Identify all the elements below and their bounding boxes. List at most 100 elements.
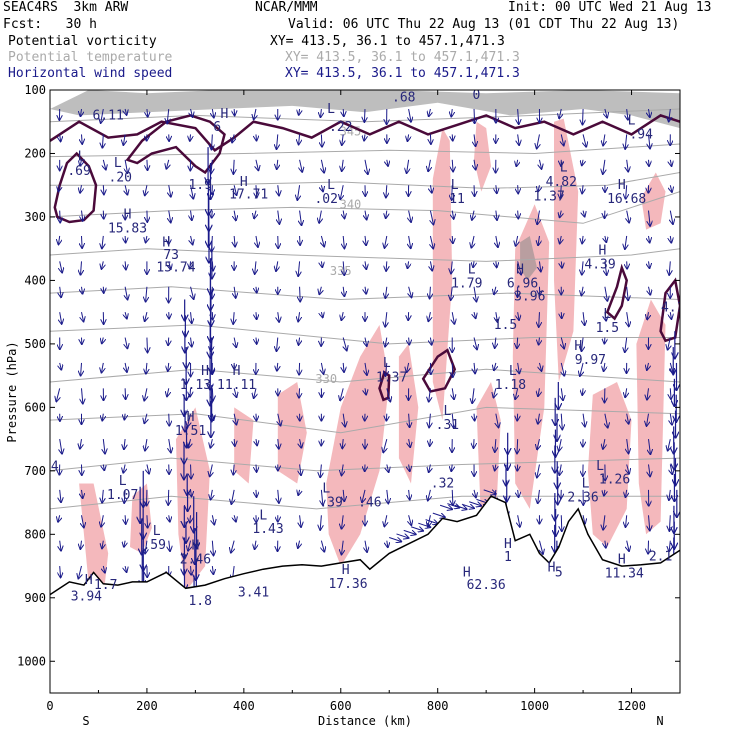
wind-vector bbox=[321, 489, 322, 505]
wind-vector bbox=[603, 515, 605, 529]
wind-vector bbox=[625, 337, 627, 353]
wind-vector bbox=[474, 159, 476, 170]
wind-vector bbox=[669, 540, 670, 551]
wind-vector bbox=[103, 565, 105, 573]
wind-vector bbox=[583, 312, 585, 325]
wind-vector bbox=[604, 362, 605, 371]
wind-vector bbox=[125, 515, 126, 524]
extremum-label: L bbox=[153, 524, 161, 539]
wind-vector bbox=[60, 134, 61, 141]
terrain-line bbox=[50, 495, 680, 596]
wind-vector bbox=[603, 439, 605, 449]
wind-vector bbox=[212, 261, 213, 270]
extremum-label: .31 bbox=[436, 418, 459, 433]
extremum-label: 2.1 bbox=[649, 550, 672, 565]
wind-vector bbox=[496, 235, 498, 247]
wind-vector bbox=[168, 337, 169, 346]
wind-vector bbox=[60, 540, 61, 551]
extremum-label: 1.51 bbox=[175, 424, 206, 439]
wind-vector bbox=[408, 134, 409, 141]
wind-vector bbox=[539, 337, 540, 345]
wind-vector bbox=[233, 312, 234, 324]
theta-contour-line bbox=[50, 172, 680, 189]
extremum-label: H bbox=[85, 573, 93, 588]
wind-vector bbox=[452, 159, 453, 172]
extremum-label: L bbox=[327, 102, 335, 117]
wind-vector bbox=[101, 108, 104, 123]
wind-vector bbox=[494, 388, 496, 397]
wind-vector bbox=[210, 464, 213, 476]
wind-vector bbox=[211, 337, 213, 352]
wind-vector bbox=[518, 210, 519, 219]
wind-vector bbox=[407, 362, 409, 372]
pink-shading-region bbox=[476, 382, 501, 528]
extremum-label: .39 bbox=[319, 496, 342, 511]
wind-vector bbox=[60, 210, 61, 223]
wind-vector bbox=[234, 235, 235, 247]
wind-vector bbox=[454, 504, 467, 509]
wind-vector bbox=[518, 312, 519, 320]
wind-vector bbox=[103, 185, 104, 194]
wind-vector bbox=[145, 540, 147, 554]
extremum-label: 9.97 bbox=[575, 353, 606, 368]
theta-contour-line bbox=[50, 406, 680, 434]
theta-contour-label: 330 bbox=[315, 372, 337, 386]
wind-vector bbox=[60, 566, 61, 577]
wind-vector bbox=[234, 515, 236, 521]
wind-vector bbox=[231, 540, 234, 553]
wind-vector bbox=[146, 362, 147, 374]
wind-vector bbox=[439, 504, 452, 509]
wind-vector bbox=[409, 439, 411, 447]
wind-vector bbox=[495, 439, 496, 452]
wind-vector bbox=[343, 489, 344, 501]
wind-vector bbox=[125, 286, 127, 300]
wind-vector bbox=[365, 540, 367, 552]
wind-vector bbox=[341, 312, 343, 320]
wind-vector bbox=[191, 464, 192, 478]
extremum-label: H bbox=[516, 263, 524, 278]
wind-vector bbox=[518, 489, 519, 497]
pink-shading-region bbox=[587, 382, 632, 547]
wind-vector bbox=[365, 159, 368, 174]
wind-vector bbox=[494, 362, 496, 370]
wind-vector bbox=[496, 210, 497, 220]
x-tick-label: 1200 bbox=[617, 699, 646, 713]
wind-vector bbox=[342, 439, 343, 448]
pink-shading-layer bbox=[79, 118, 666, 598]
extrema-label-layer: L.69L.20L.22L.02H17.71H15.83H7315.74L4.8… bbox=[51, 90, 680, 609]
wind-vector bbox=[169, 210, 171, 223]
wind-vector bbox=[300, 515, 301, 527]
wind-vector bbox=[102, 489, 103, 503]
wind-vector bbox=[212, 515, 214, 524]
extremum-label: .20 bbox=[109, 171, 132, 186]
wind-vector bbox=[256, 235, 258, 247]
wind-vector bbox=[191, 337, 192, 347]
wind-vector bbox=[278, 185, 279, 195]
wind-vector bbox=[452, 413, 453, 428]
wind-vector bbox=[670, 210, 673, 224]
header-valid: Valid: 06 UTC Thu 22 Aug 13 (01 CDT Thu … bbox=[288, 17, 680, 32]
wind-vector bbox=[298, 490, 299, 495]
wind-vector bbox=[191, 210, 192, 221]
wind-vector bbox=[409, 489, 410, 500]
extremum-label: .68 bbox=[392, 91, 415, 106]
wind-vector bbox=[386, 185, 387, 197]
y-tick-label: 1000 bbox=[17, 654, 46, 668]
extremum-label: H bbox=[574, 339, 582, 354]
wind-vector bbox=[144, 413, 147, 423]
pink-shading-region bbox=[398, 343, 419, 484]
pink-shading-region bbox=[636, 299, 666, 535]
wind-vector bbox=[169, 413, 170, 426]
wind-vector bbox=[125, 261, 126, 269]
wind-vector bbox=[430, 235, 433, 248]
field-wind-name: Horizontal wind speed bbox=[8, 66, 173, 81]
wind-vector bbox=[669, 108, 671, 121]
wind-vector bbox=[234, 210, 236, 221]
extremum-label: 1.18 bbox=[495, 378, 526, 393]
wind-vector bbox=[649, 261, 650, 268]
wind-vector bbox=[538, 388, 539, 396]
pink-shading-region bbox=[432, 128, 453, 421]
wind-vector bbox=[124, 439, 125, 449]
wind-vector bbox=[278, 489, 279, 503]
